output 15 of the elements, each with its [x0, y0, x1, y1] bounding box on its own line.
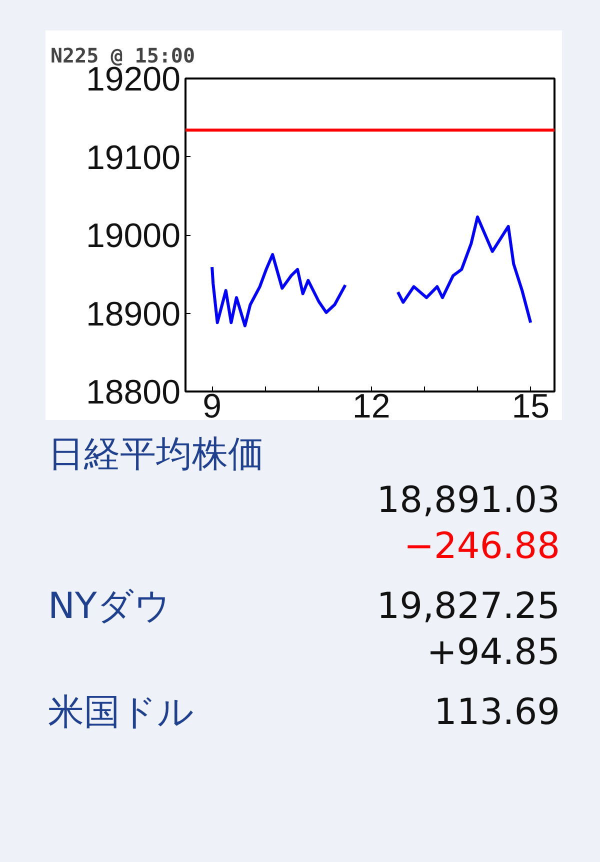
y-tick-label: 18800 [86, 374, 180, 412]
text: +94.85 [426, 631, 560, 676]
text: −246.88 [404, 525, 560, 570]
x-tick-label: 12 [352, 388, 390, 426]
y-tick-label: 19000 [86, 217, 180, 255]
text: 日経平均株価 [48, 433, 264, 478]
x-tick-label: 9 [202, 388, 222, 426]
x-tick-label: 15 [512, 388, 550, 426]
text: 18,891.03 [376, 479, 560, 524]
text: NYダウ [48, 585, 171, 630]
y-tick-label: 18900 [86, 295, 180, 334]
text: 米国ドル [48, 691, 194, 736]
text: 19,827.25 [376, 585, 560, 630]
y-tick-label: 19100 [86, 138, 180, 177]
text: 113.69 [434, 691, 560, 736]
